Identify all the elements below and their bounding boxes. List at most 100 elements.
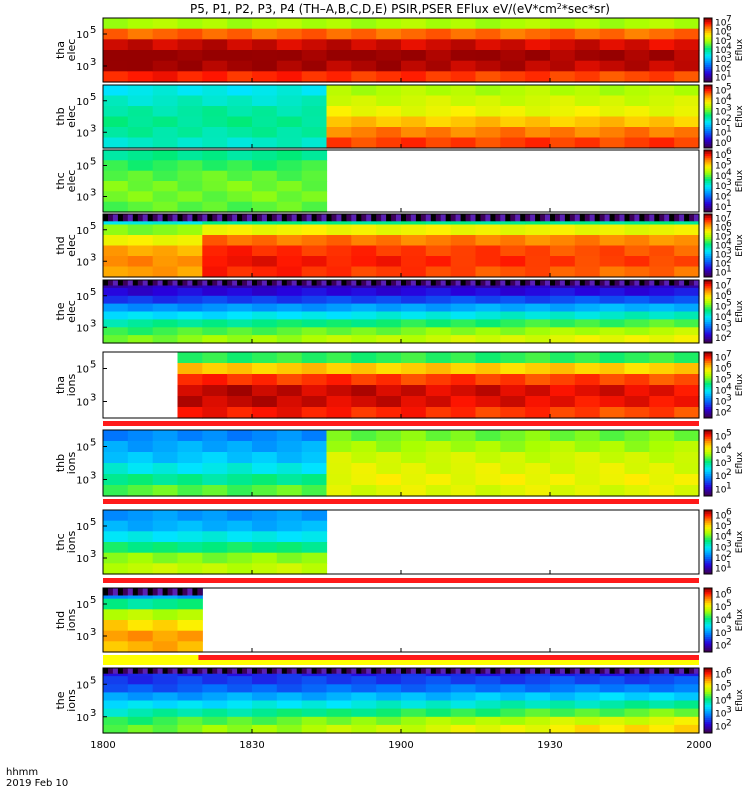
- heatmap-cell: [177, 191, 203, 203]
- colorbar-tick-label: 10: [715, 433, 727, 443]
- heatmap-cell: [326, 430, 352, 442]
- heatmap-cell: [425, 18, 452, 30]
- heatmap-cell: [500, 474, 526, 486]
- heatmap-cell: [351, 127, 377, 139]
- heatmap-cell: [177, 287, 203, 297]
- noise-cell: [247, 214, 253, 222]
- heatmap-cell: [599, 245, 626, 257]
- noise-cell: [490, 668, 496, 674]
- heatmap-cell: [152, 150, 179, 161]
- heatmap-cell: [376, 303, 402, 313]
- heatmap-cell: [103, 191, 129, 203]
- noise-cell: [589, 668, 596, 674]
- noise-cell: [182, 214, 188, 222]
- noise-cell: [505, 280, 511, 286]
- colorbar-swatch: [704, 668, 712, 671]
- noise-cell: [132, 214, 139, 222]
- noise-cell: [157, 214, 163, 222]
- heatmap-cell: [500, 71, 526, 83]
- heatmap-cell: [252, 287, 278, 297]
- colorbar-swatch: [704, 298, 712, 302]
- y-tick-exponent: 3: [90, 57, 96, 68]
- heatmap-cell: [550, 311, 576, 320]
- heatmap-cell: [525, 485, 551, 497]
- noise-cell: [555, 214, 561, 222]
- heatmap-cell: [152, 542, 179, 554]
- heatmap-cell: [103, 430, 129, 442]
- colorbar-swatch: [704, 715, 712, 719]
- heatmap-cell: [152, 60, 179, 72]
- heatmap-cell: [301, 201, 328, 213]
- heatmap-cell: [252, 116, 278, 128]
- heatmap-cell: [401, 85, 427, 97]
- heatmap-cell: [475, 60, 501, 72]
- heatmap-cell: [202, 385, 228, 397]
- heatmap-cell: [500, 441, 526, 453]
- heatmap-cell: [674, 224, 700, 236]
- colorbar-label: Eflux: [735, 451, 745, 474]
- colorbar-swatch: [704, 309, 712, 312]
- heatmap-cell: [351, 463, 377, 475]
- heatmap-cell: [674, 407, 700, 419]
- colorbar-swatch: [704, 510, 712, 513]
- heatmap-cell: [202, 708, 228, 718]
- noise-cell: [247, 280, 253, 286]
- heatmap-cell: [674, 95, 700, 107]
- heatmap-cell: [227, 542, 253, 554]
- heatmap-cell: [103, 150, 129, 161]
- colorbar-tick-exponent: 6: [726, 220, 732, 230]
- noise-cell: [594, 280, 601, 286]
- heatmap-cell: [127, 106, 154, 118]
- noise-cell: [306, 668, 312, 674]
- colorbar-swatch: [704, 116, 712, 120]
- colorbar-swatch: [704, 241, 712, 244]
- colorbar-swatch: [704, 552, 712, 556]
- colorbar-swatch: [704, 639, 712, 642]
- noise-cell: [167, 280, 173, 286]
- heatmap-cell: [177, 407, 203, 419]
- heatmap-cell: [103, 485, 129, 497]
- heatmap-cell: [624, 724, 650, 734]
- colorbar-swatch: [704, 554, 712, 558]
- colorbar-tick-label: 10: [715, 365, 727, 375]
- heatmap-cell: [624, 352, 650, 364]
- colorbar-tick-label: 10: [715, 302, 727, 312]
- heatmap-cell: [574, 319, 601, 328]
- heatmap-cell: [177, 319, 203, 328]
- heatmap-cell: [401, 137, 427, 149]
- colorbar-swatch: [704, 176, 712, 180]
- heatmap-cell: [624, 374, 650, 386]
- heatmap-cell: [425, 95, 452, 107]
- heatmap-cell: [227, 50, 253, 62]
- y-tick-exponent: 3: [90, 549, 96, 560]
- heatmap-cell: [202, 106, 228, 118]
- heatmap-cell: [550, 85, 576, 97]
- noise-cell: [550, 280, 556, 286]
- heatmap-cell: [177, 692, 203, 702]
- noise-cell: [336, 280, 342, 286]
- heatmap-cell: [351, 235, 377, 247]
- noise-cell: [227, 280, 233, 286]
- heatmap-cell: [127, 335, 154, 344]
- colorbar-tick-exponent: 5: [726, 158, 732, 168]
- heatmap-cell: [177, 85, 203, 97]
- colorbar-swatch: [704, 137, 712, 141]
- colorbar-swatch: [704, 315, 712, 319]
- noise-cell: [674, 214, 680, 222]
- noise-cell: [326, 668, 332, 674]
- noise-cell: [366, 280, 372, 286]
- heatmap-cell: [376, 224, 402, 236]
- heatmap-cell: [103, 676, 129, 685]
- noise-cell: [117, 214, 124, 222]
- noise-cell: [694, 280, 700, 286]
- heatmap-cell: [227, 385, 253, 397]
- heatmap-cell: [500, 385, 526, 397]
- colorbar-tick-label: 10: [715, 269, 727, 279]
- heatmap-cell: [301, 463, 328, 475]
- heatmap-cell: [425, 463, 452, 475]
- y-tick-exponent: 3: [90, 188, 96, 199]
- heatmap-cell: [425, 50, 452, 62]
- noise-cell: [162, 280, 168, 286]
- colorbar-tick-exponent: 5: [726, 518, 732, 528]
- heatmap-cell: [401, 106, 427, 118]
